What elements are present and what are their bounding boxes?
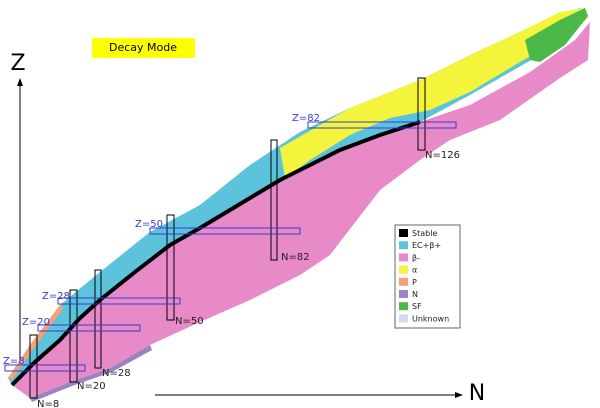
n-magic-label: N=50	[175, 316, 204, 327]
sf-region	[525, 8, 588, 62]
x-axis-label: N	[469, 381, 485, 406]
legend-label: SF	[412, 302, 422, 311]
beta-region	[12, 22, 590, 398]
legend-label: N	[412, 290, 418, 299]
x-arrow-head	[455, 392, 463, 398]
legend-label: α	[412, 266, 417, 275]
z-magic-label: Z=50	[135, 219, 163, 230]
legend-swatch	[399, 290, 408, 298]
legend-label: P	[412, 278, 417, 287]
n-magic-label: N=8	[37, 399, 59, 408]
legend-swatch	[399, 314, 408, 323]
n-region	[30, 345, 152, 402]
n-magic-label: N=82	[281, 252, 310, 263]
z-magic-label: Z=82	[292, 113, 320, 124]
title: Decay Mode	[109, 41, 177, 54]
alpha-region	[280, 8, 588, 178]
z-magic-label: Z=8	[3, 356, 25, 367]
legend-swatch	[399, 241, 408, 250]
z-magic-label: Z=28	[42, 291, 70, 302]
legend-swatch	[399, 229, 408, 237]
n-magic-label: N=126	[425, 150, 460, 161]
title-box	[92, 38, 195, 58]
legend-swatch	[399, 302, 408, 311]
legend-swatch	[399, 265, 408, 274]
y-axis-label: Z	[10, 51, 25, 76]
legend-swatch	[399, 253, 408, 262]
legend-label: Unknown	[412, 314, 449, 323]
y-arrow-head	[17, 78, 23, 86]
legend-label: Stable	[412, 229, 437, 238]
z-magic-label: Z=20	[22, 317, 50, 328]
legend-swatch	[399, 277, 408, 286]
n-magic-label: N=20	[77, 381, 106, 392]
n-magic-label: N=28	[102, 368, 131, 379]
legend-items: Stable EC+β+ β-αPN SF Unknown	[399, 229, 449, 323]
p-region	[8, 305, 64, 380]
legend-label: EC+β+	[412, 241, 441, 250]
magic-boxes	[4, 77, 457, 399]
legend-label: β-	[412, 253, 420, 262]
